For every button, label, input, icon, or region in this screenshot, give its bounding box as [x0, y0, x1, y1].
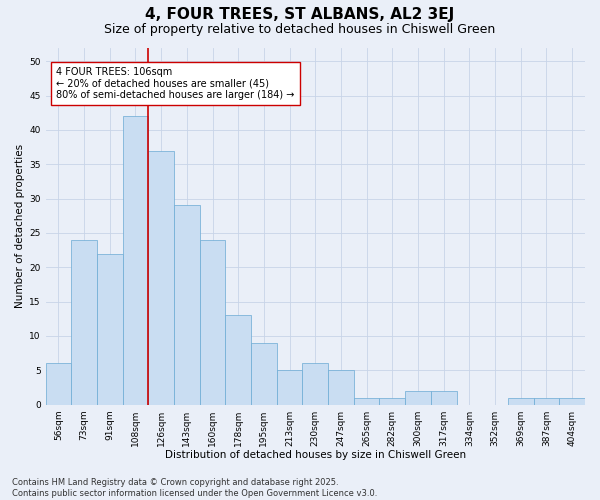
Text: Size of property relative to detached houses in Chiswell Green: Size of property relative to detached ho…: [104, 22, 496, 36]
Bar: [277, 370, 302, 404]
Bar: [302, 364, 328, 405]
Bar: [200, 240, 226, 404]
Text: Contains HM Land Registry data © Crown copyright and database right 2025.
Contai: Contains HM Land Registry data © Crown c…: [12, 478, 377, 498]
Text: 4 FOUR TREES: 106sqm
← 20% of detached houses are smaller (45)
80% of semi-detac: 4 FOUR TREES: 106sqm ← 20% of detached h…: [56, 67, 295, 100]
Bar: [251, 343, 277, 404]
Bar: [431, 391, 457, 404]
Bar: [559, 398, 585, 404]
Bar: [379, 398, 405, 404]
Bar: [174, 206, 200, 404]
Bar: [508, 398, 533, 404]
Bar: [71, 240, 97, 404]
Bar: [226, 316, 251, 404]
Bar: [122, 116, 148, 405]
X-axis label: Distribution of detached houses by size in Chiswell Green: Distribution of detached houses by size …: [165, 450, 466, 460]
Bar: [354, 398, 379, 404]
Bar: [97, 254, 122, 404]
Bar: [405, 391, 431, 404]
Text: 4, FOUR TREES, ST ALBANS, AL2 3EJ: 4, FOUR TREES, ST ALBANS, AL2 3EJ: [145, 8, 455, 22]
Bar: [46, 364, 71, 405]
Bar: [533, 398, 559, 404]
Bar: [148, 150, 174, 404]
Bar: [328, 370, 354, 404]
Y-axis label: Number of detached properties: Number of detached properties: [15, 144, 25, 308]
